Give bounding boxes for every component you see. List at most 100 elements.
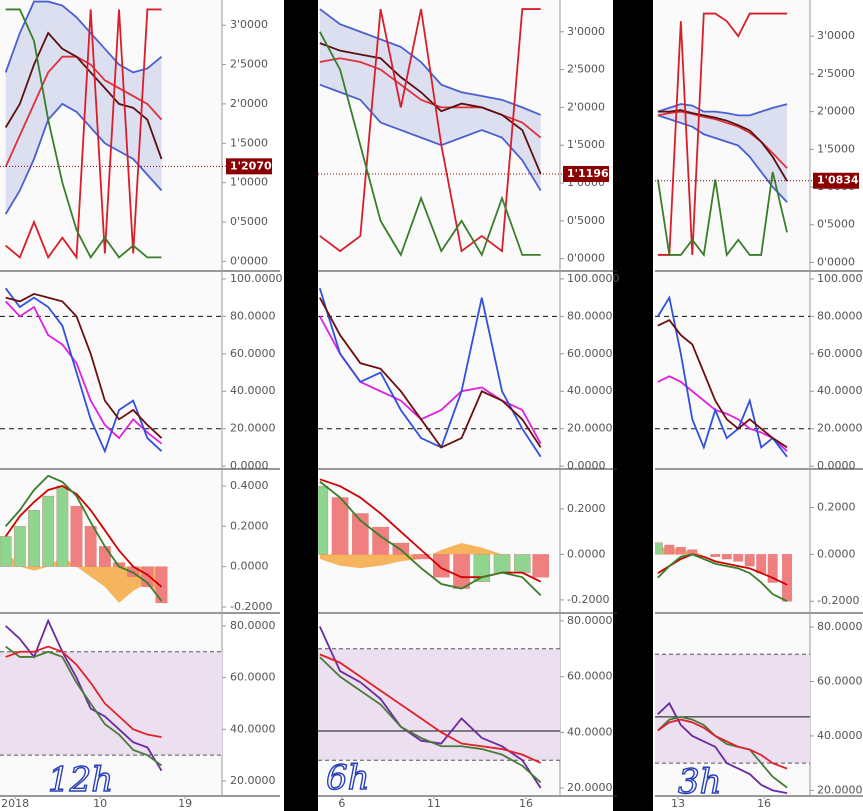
histogram-bar [453, 554, 470, 589]
y-tick-label: 2'0000 [817, 105, 855, 118]
y-tick-label: 0'0000 [817, 255, 855, 268]
plot-area [0, 474, 168, 604]
y-tick-label: 0.4000 [230, 479, 269, 492]
plot-area [319, 626, 542, 789]
y-tick-label: 0.2000 [567, 502, 606, 515]
y-tick-label: 3'0000 [817, 29, 855, 42]
line-series [657, 553, 788, 603]
y-tick-label: 100.0000 [230, 272, 283, 285]
y-tick-label: 40.0000 [817, 384, 863, 397]
band-fill [5, 1, 162, 215]
histogram-bar [733, 554, 744, 562]
price-tag [813, 172, 859, 189]
y-tick-label: 20.0000 [230, 774, 276, 787]
y-tick-label: 0'5000 [817, 218, 855, 231]
price-tag-label: 1'2070 [230, 159, 272, 172]
x-tick-label: 10 [93, 797, 107, 810]
line-series [657, 103, 788, 117]
line-series [657, 318, 788, 449]
y-tick-label: 0'5000 [230, 215, 268, 228]
line-series [318, 288, 542, 458]
area [5, 550, 162, 603]
histogram-bar [493, 554, 511, 573]
y-tick-label: 3'0000 [567, 25, 605, 38]
y-tick-label: 80.0000 [230, 619, 276, 632]
y-tick-label: 0'0000 [567, 252, 605, 265]
y-tick-label: 0'5000 [567, 214, 605, 227]
y-tick-label: -0.2000 [567, 593, 609, 606]
histogram-bar [42, 495, 55, 567]
line-series [657, 718, 788, 770]
y-tick-label: -0.2000 [230, 600, 272, 613]
panel [0, 272, 222, 468]
panel [655, 272, 810, 468]
line-series [657, 701, 788, 794]
histogram-bar [744, 554, 755, 567]
y-tick-label: 2'5000 [230, 58, 268, 71]
y-tick-label: 20.0000 [567, 781, 613, 794]
line-series [319, 656, 542, 784]
y-tick-label: 60.0000 [567, 670, 613, 683]
y-tick-label: -0.2000 [817, 594, 859, 607]
rsi-band [655, 654, 810, 764]
line-series [319, 83, 542, 192]
y-tick-label: 60.0000 [817, 675, 863, 688]
histogram-bar [514, 554, 531, 573]
y-tick-label: 80.0000 [817, 309, 863, 322]
timeframe-note: 6h [326, 758, 370, 798]
y-tick-label: 2'0000 [230, 97, 268, 110]
histogram-bar [664, 544, 675, 555]
area [319, 543, 541, 569]
histogram-bar [473, 554, 491, 582]
y-tick-label: 0'0000 [230, 254, 268, 267]
y-tick-label: 0.0000 [567, 547, 606, 560]
line-series [5, 300, 163, 445]
line-series [319, 31, 541, 257]
band-fill [657, 104, 788, 203]
y-tick-label: 60.0000 [817, 347, 863, 360]
line-series [657, 295, 788, 458]
histogram-bar [331, 497, 349, 555]
line-series [4, 287, 163, 454]
line-series [657, 114, 788, 203]
price-tag-label: 1'1196 [567, 167, 609, 180]
plot-area [319, 8, 542, 257]
histogram-bar [655, 542, 663, 555]
x-tick-label: 6 [338, 797, 345, 810]
histogram-bar [532, 554, 549, 578]
separator [284, 0, 318, 811]
histogram-bar [56, 485, 69, 567]
y-tick-label: 80.0000 [817, 620, 863, 633]
price-tag-label: 1'0834 [817, 174, 859, 187]
line-series [5, 645, 162, 738]
y-tick-label: 2'5000 [817, 67, 855, 80]
histogram-bar [675, 547, 686, 555]
line-series [657, 553, 788, 586]
histogram-bar [84, 526, 97, 567]
histogram-bar [392, 542, 410, 555]
y-tick-label: 40.0000 [567, 384, 613, 397]
y-tick-label: 2'5000 [567, 63, 605, 76]
line-series [657, 12, 788, 256]
y-tick-label: 80.0000 [230, 309, 276, 322]
timeframe-note: 3h [678, 762, 722, 802]
y-tick-label: 40.0000 [817, 729, 863, 742]
line-series [4, 474, 163, 602]
plot-area [657, 701, 788, 794]
y-tick-label: 40.0000 [567, 725, 613, 738]
histogram-bar [318, 486, 329, 555]
line-series [657, 109, 788, 182]
line-series [4, 55, 163, 168]
y-tick-label: 0.0000 [567, 459, 606, 472]
line-series [5, 8, 162, 260]
y-tick-label: 1'5000 [567, 138, 605, 151]
rsi-band [318, 648, 560, 761]
rsi-band [0, 651, 222, 756]
line-series [657, 715, 788, 789]
line-series [5, 645, 163, 767]
y-tick-label: 60.0000 [230, 347, 276, 360]
timeframe-note: 12h [48, 760, 113, 800]
line-series [319, 8, 541, 253]
x-tick-label: 13 [671, 797, 685, 810]
histogram-bar [70, 505, 83, 567]
